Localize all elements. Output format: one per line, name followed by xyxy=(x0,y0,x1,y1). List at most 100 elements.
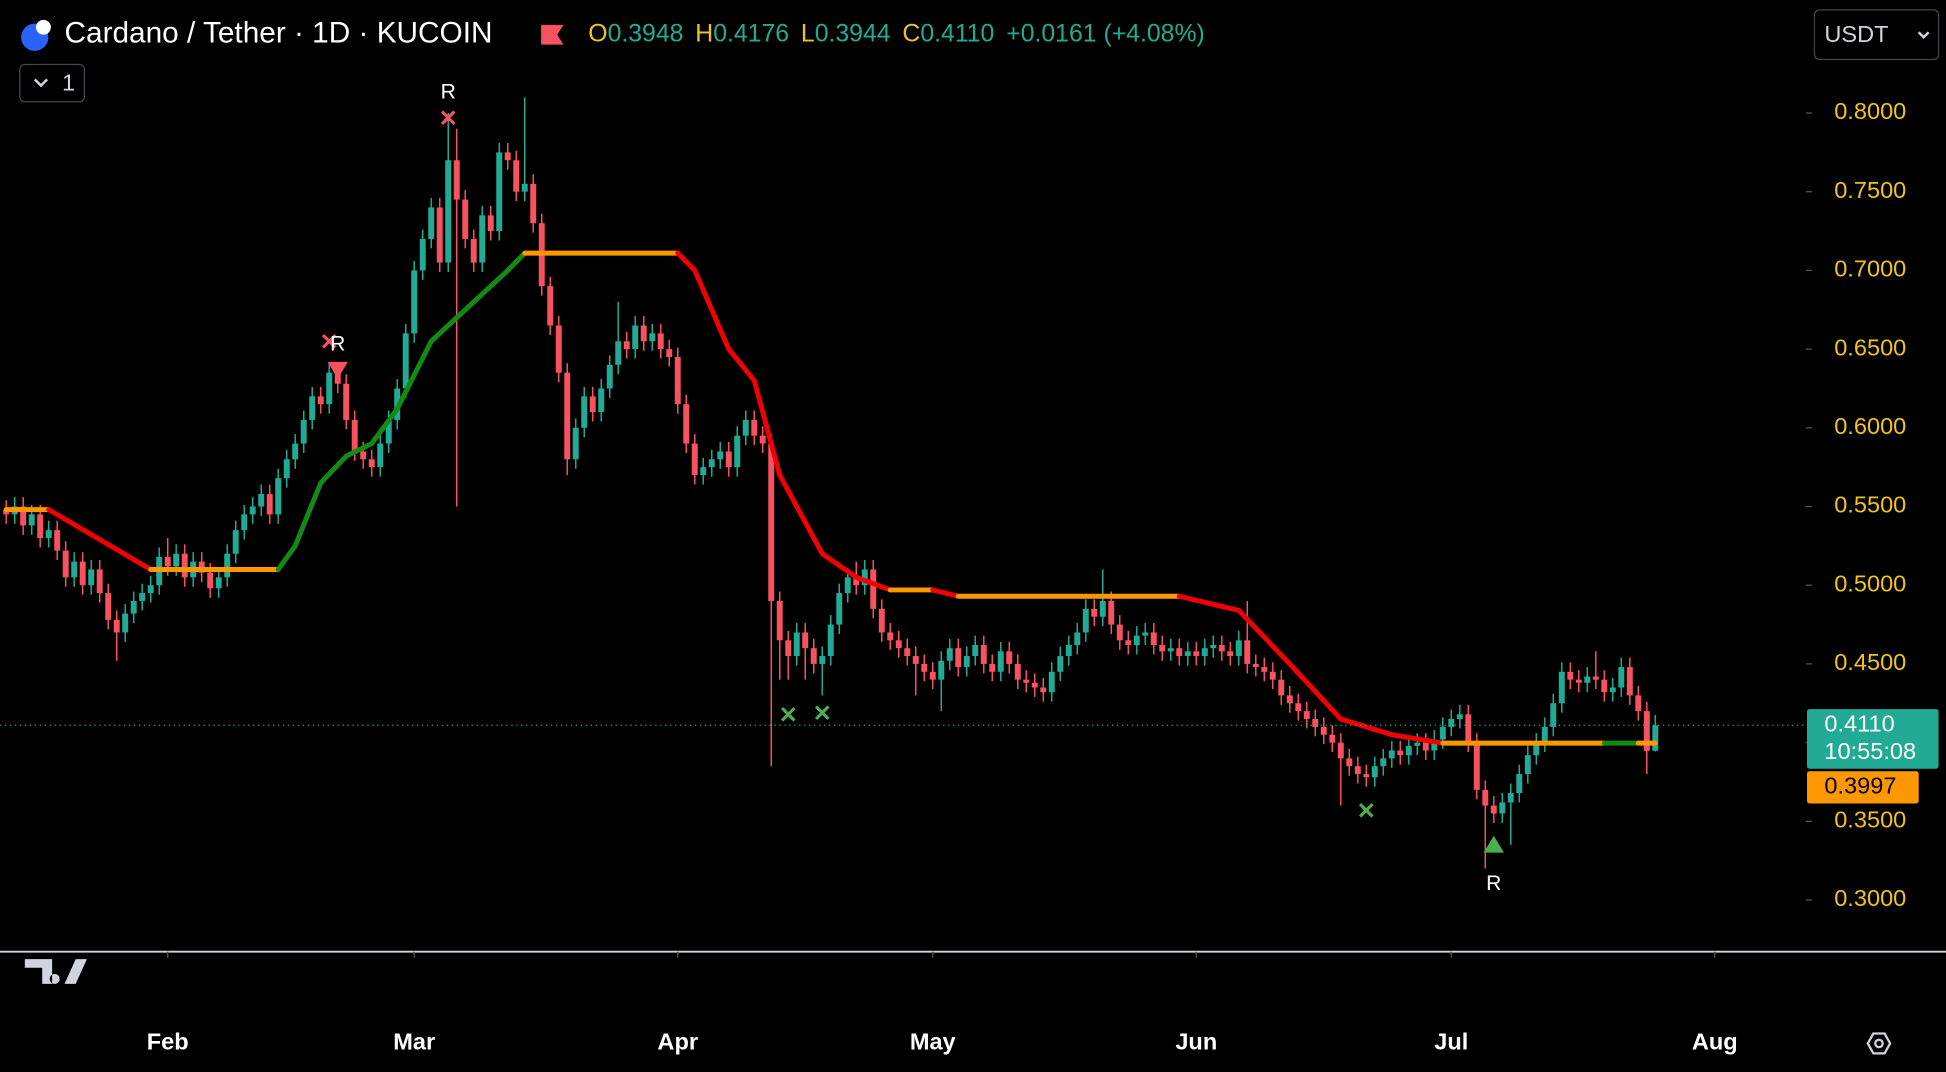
candle-body xyxy=(317,396,324,405)
trail-segment xyxy=(692,267,732,352)
candle-body xyxy=(164,556,171,567)
candle-body xyxy=(1312,719,1319,727)
candle-body xyxy=(470,238,477,263)
candle-body xyxy=(819,656,826,664)
x-tick-label: Aug xyxy=(1692,1029,1738,1055)
candle-body xyxy=(411,270,418,334)
candle-body xyxy=(113,619,120,633)
candle-body xyxy=(1507,792,1514,803)
x-tick-label: Apr xyxy=(657,1029,698,1055)
candle-body xyxy=(130,600,137,614)
symbol-title[interactable]: Cardano / Tether · 1D · KUCOIN xyxy=(65,17,493,50)
candle-body xyxy=(1210,645,1217,649)
trail-segment xyxy=(1338,716,1395,738)
candle-body xyxy=(1176,648,1183,657)
candle-body xyxy=(1405,745,1412,756)
candle-body xyxy=(1040,687,1047,693)
settings-icon-dot xyxy=(1874,1038,1884,1049)
trail-segment xyxy=(275,543,298,572)
candle-body xyxy=(402,333,409,389)
ohlc-value: 0.4110 xyxy=(920,20,994,47)
trail-segment xyxy=(777,472,825,557)
candle-body xyxy=(640,325,647,342)
candle-body xyxy=(946,648,953,661)
trail-segment xyxy=(751,378,783,478)
ohlc-key: L xyxy=(801,20,815,47)
candle-body xyxy=(283,459,290,479)
candle-body xyxy=(1558,671,1565,704)
candle-body xyxy=(377,443,384,468)
y-tick-label: 0.4500 xyxy=(1834,649,1906,675)
y-tick-label: 0.3500 xyxy=(1834,807,1906,833)
x-tick-label: Feb xyxy=(147,1029,189,1055)
y-tick-label: 0.6500 xyxy=(1834,334,1906,360)
candle-body xyxy=(1048,671,1055,693)
trail-segment xyxy=(726,346,757,384)
candle-body xyxy=(207,572,214,589)
indicator-toggle-box[interactable] xyxy=(19,63,86,103)
trail-price-tag xyxy=(1807,771,1919,804)
trail-segment xyxy=(505,250,528,273)
settings-button[interactable] xyxy=(1866,1032,1892,1055)
candle-body xyxy=(1074,632,1081,646)
candle-body xyxy=(326,372,333,405)
candle-body xyxy=(827,624,834,657)
currency-label: USDT xyxy=(1824,21,1888,47)
candle-body xyxy=(1652,725,1659,751)
signal-marker xyxy=(327,361,348,379)
candle-body xyxy=(1371,766,1378,778)
candle-body xyxy=(912,656,919,664)
currency-dropdown-box[interactable] xyxy=(1813,9,1940,61)
indicator-toggle[interactable]: 1 xyxy=(19,63,86,103)
x-tick-label: Jun xyxy=(1175,1029,1217,1055)
candle-body xyxy=(419,238,426,271)
candle-body xyxy=(241,514,248,531)
settings-icon[interactable] xyxy=(1866,1032,1892,1055)
candle-body xyxy=(453,160,460,200)
candle-body xyxy=(955,648,962,668)
candle-body xyxy=(513,160,520,192)
flag-icon[interactable] xyxy=(541,24,564,45)
y-tick-label: 0.8000 xyxy=(1834,98,1906,124)
candle-body xyxy=(1337,742,1344,759)
trail-segment xyxy=(675,250,698,273)
tradingview-logo[interactable] xyxy=(24,959,87,984)
indicator-count: 1 xyxy=(62,70,75,96)
signal-label: R xyxy=(441,81,456,104)
y-tick-label: 0.5500 xyxy=(1834,492,1906,518)
candle-body xyxy=(436,207,443,263)
candle-body xyxy=(1269,671,1276,680)
candle-body xyxy=(1609,687,1616,693)
y-tick-label: 0.3000 xyxy=(1834,885,1906,911)
candle-body xyxy=(1422,742,1429,751)
trail-segment xyxy=(471,267,511,305)
trail-segment xyxy=(930,587,961,599)
signal-label: R xyxy=(330,332,345,355)
candle-body xyxy=(504,152,511,161)
ohlc-value: 0.3944 xyxy=(815,20,891,47)
candle-body xyxy=(1057,656,1064,672)
candle-body xyxy=(921,663,928,672)
candle-body xyxy=(878,608,885,633)
plot-area: R R R xyxy=(0,81,1806,895)
candle-body xyxy=(963,656,970,668)
candle-body xyxy=(1482,789,1489,806)
candle-body xyxy=(224,553,231,578)
candle-body xyxy=(1388,750,1395,759)
candle-body xyxy=(725,451,732,468)
candle-body xyxy=(1014,663,1021,680)
countdown: 10:55:08 xyxy=(1824,738,1916,764)
currency-dropdown[interactable]: USDT xyxy=(1813,9,1940,61)
candle-body xyxy=(1006,651,1013,664)
candle-body xyxy=(785,640,792,657)
signal-marker xyxy=(780,706,796,722)
candle-body xyxy=(929,671,936,680)
x-tick-label: Mar xyxy=(393,1029,435,1055)
candle-body xyxy=(1167,648,1174,652)
candle-body xyxy=(1456,714,1463,720)
candle-body xyxy=(717,451,724,460)
candle-body xyxy=(759,435,766,444)
trail-segment xyxy=(318,453,349,486)
candle-body xyxy=(147,585,154,594)
